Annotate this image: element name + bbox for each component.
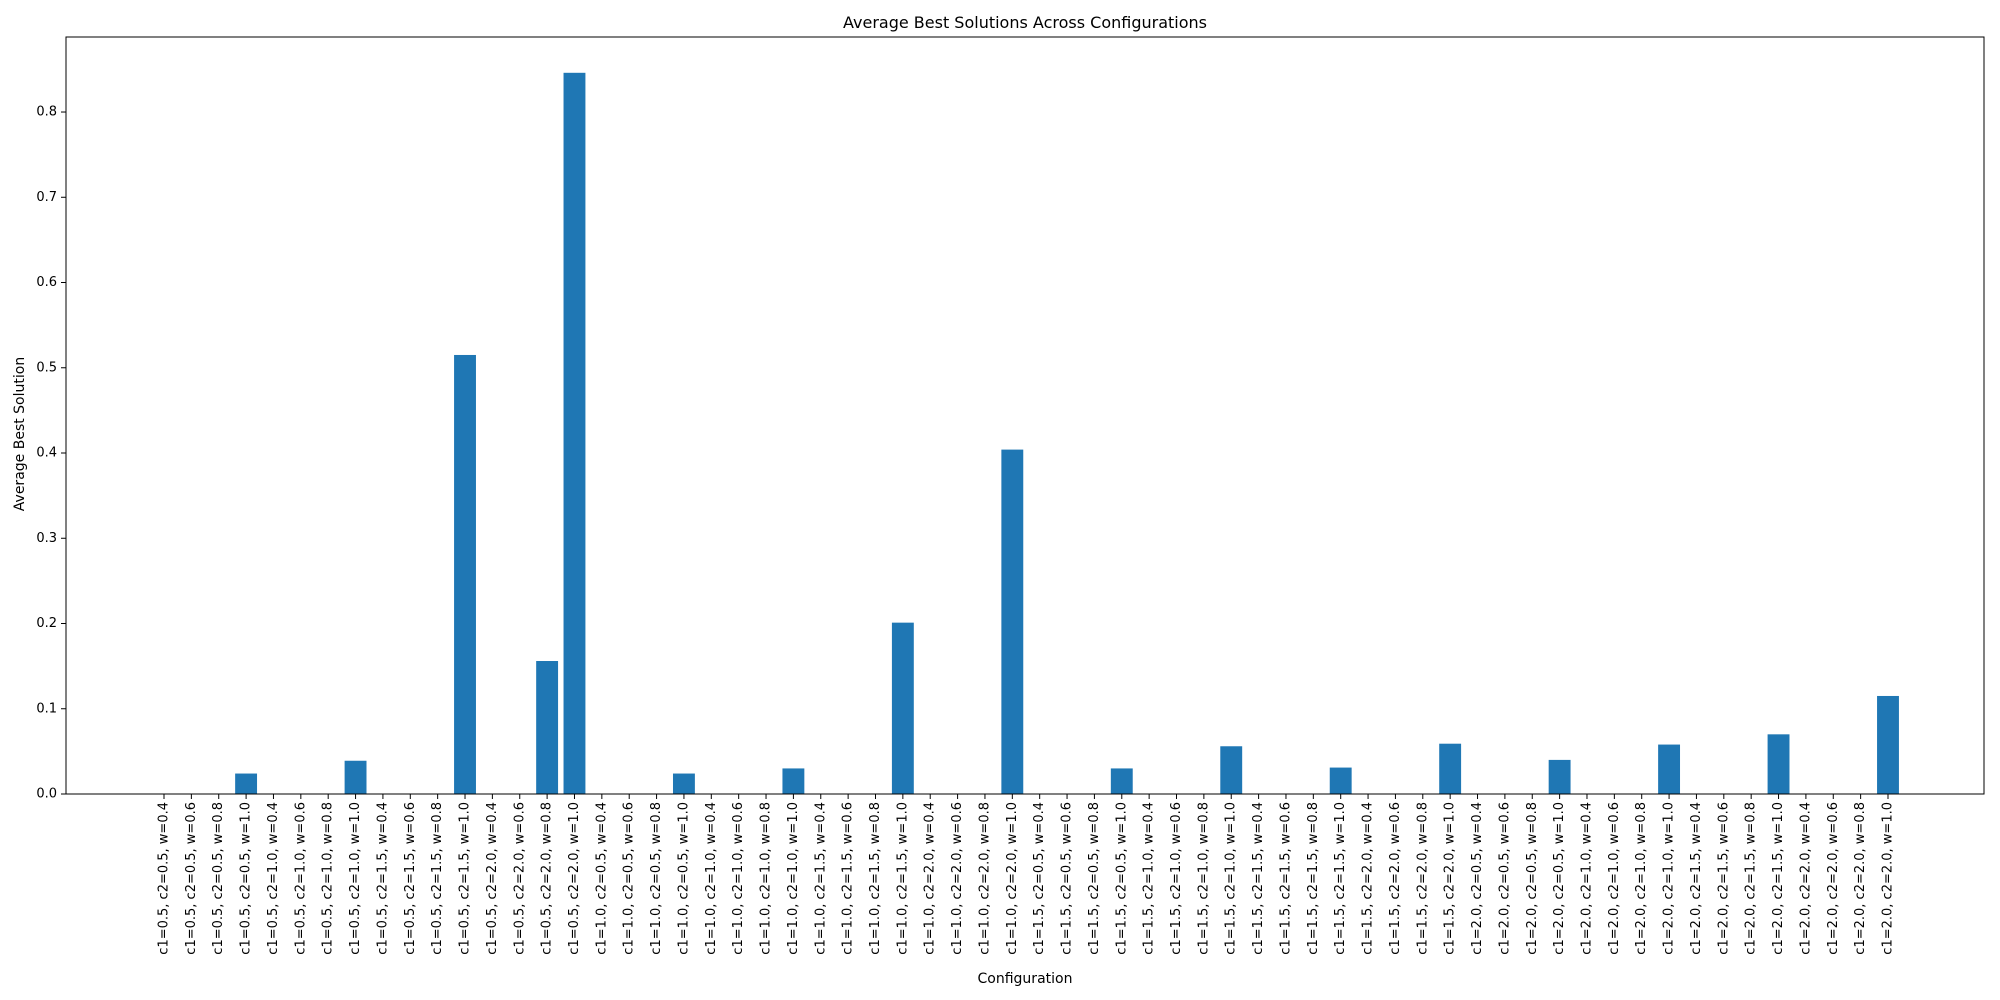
x-tick-label: c1=2.0, c2=1.0, w=0.8 [1634,802,1649,955]
x-tick-label: c1=0.5, c2=0.5, w=0.8 [211,802,226,955]
x-tick-label: c1=0.5, c2=1.5, w=0.6 [403,802,418,955]
x-tick-label: c1=0.5, c2=2.0, w=0.4 [485,802,500,955]
bar [782,768,805,794]
x-tick-label: c1=0.5, c2=0.5, w=0.6 [184,802,199,955]
bar [536,661,559,794]
y-tick-label: 0.5 [36,360,57,375]
y-tick-label: 0.3 [36,531,57,546]
bar [1658,744,1681,794]
bars-group [235,72,1899,795]
x-tick-label: c1=2.0, c2=0.5, w=0.4 [1470,802,1485,955]
chart-title: Average Best Solutions Across Configurat… [843,13,1207,32]
x-tick-label: c1=1.0, c2=1.5, w=0.4 [813,802,828,955]
x-tick-label: c1=1.0, c2=1.5, w=0.6 [841,802,856,955]
x-tick-label: c1=2.0, c2=1.0, w=1.0 [1662,802,1677,955]
x-tick-label: c1=1.5, c2=2.0, w=0.4 [1361,802,1376,955]
y-tick-label: 0.0 [36,787,57,802]
x-tick-label: c1=2.0, c2=0.5, w=0.6 [1497,802,1512,955]
y-axis: 0.0 0.1 0.2 0.3 0.4 0.5 0.6 0.7 0.8 [36,105,66,802]
x-tick-label: c1=2.0, c2=0.5, w=1.0 [1552,802,1567,955]
bar [891,622,914,794]
bar [1548,759,1571,794]
x-tick-label: c1=2.0, c2=1.0, w=0.4 [1579,802,1594,955]
bar [1001,449,1024,794]
x-tick-label: c1=0.5, c2=1.0, w=0.8 [321,802,336,955]
x-tick-label: c1=1.5, c2=0.5, w=0.4 [1032,802,1047,955]
bar [672,773,695,794]
x-tick-label: c1=2.0, c2=2.0, w=0.6 [1826,802,1841,955]
x-tick-label: c1=1.0, c2=1.0, w=0.6 [731,802,746,955]
x-tick-label: c1=1.5, c2=2.0, w=0.8 [1415,802,1430,955]
x-tick-label: c1=1.0, c2=1.5, w=0.8 [868,802,883,955]
x-tick-label: c1=1.0, c2=0.5, w=0.4 [594,802,609,955]
x-tick-label: c1=1.0, c2=2.0, w=1.0 [1005,802,1020,955]
x-tick-label: c1=1.0, c2=0.5, w=0.6 [622,802,637,955]
x-tick-label: c1=1.0, c2=1.5, w=1.0 [895,802,910,955]
x-tick-label: c1=1.0, c2=1.0, w=1.0 [786,802,801,955]
x-tick-label: c1=1.0, c2=0.5, w=1.0 [676,802,691,955]
x-tick-label: c1=2.0, c2=2.0, w=0.8 [1853,802,1868,955]
bar [235,773,258,794]
x-tick-label: c1=2.0, c2=2.0, w=1.0 [1881,802,1896,955]
x-tick-label: c1=1.5, c2=0.5, w=1.0 [1114,802,1129,955]
x-tick-label: c1=1.0, c2=2.0, w=0.4 [923,802,938,955]
x-tick-label: c1=2.0, c2=1.5, w=0.8 [1744,802,1759,955]
y-tick-label: 0.6 [36,275,57,290]
x-tick-label: c1=1.5, c2=1.0, w=0.4 [1142,802,1157,955]
bar [1877,695,1899,794]
y-axis-label: Average Best Solution [12,357,28,511]
x-tick-label: c1=1.5, c2=1.0, w=1.0 [1224,802,1239,955]
x-tick-label: c1=1.0, c2=2.0, w=0.8 [977,802,992,955]
bar [1220,746,1243,794]
x-tick-label: c1=1.5, c2=1.0, w=0.6 [1169,802,1184,955]
y-tick-label: 0.1 [36,701,57,716]
x-tick-label: c1=1.5, c2=1.5, w=0.8 [1306,802,1321,955]
x-tick-label: c1=0.5, c2=2.0, w=0.6 [512,802,527,955]
y-tick-label: 0.8 [36,105,57,120]
x-tick-label: c1=0.5, c2=1.5, w=1.0 [458,802,473,955]
x-tick-label: c1=2.0, c2=1.0, w=0.6 [1607,802,1622,955]
x-tick-label: c1=0.5, c2=1.5, w=0.8 [430,802,445,955]
y-tick-label: 0.4 [36,446,57,461]
x-tick-label: c1=2.0, c2=1.5, w=0.4 [1689,802,1704,955]
x-tick-label: c1=1.0, c2=1.0, w=0.4 [704,802,719,955]
x-tick-label: c1=0.5, c2=1.0, w=0.6 [293,802,308,955]
x-tick-label: c1=1.0, c2=1.0, w=0.8 [759,802,774,955]
plot-frame [65,36,1985,795]
x-tick-label: c1=1.5, c2=1.5, w=0.4 [1251,802,1266,955]
x-tick-label: c1=2.0, c2=1.5, w=0.6 [1716,802,1731,955]
x-tick-label: c1=1.5, c2=0.5, w=0.6 [1060,802,1075,955]
bar [1439,743,1462,794]
x-tick-label: c1=0.5, c2=0.5, w=0.4 [157,802,172,955]
x-tick-label: c1=1.0, c2=0.5, w=0.8 [649,802,664,955]
bar [1110,768,1133,794]
bar [344,760,367,794]
x-tick-label: c1=2.0, c2=1.5, w=1.0 [1771,802,1786,955]
x-tick-label: c1=1.5, c2=1.0, w=0.8 [1196,802,1211,955]
bar [1767,734,1790,794]
x-tick-label: c1=1.5, c2=1.5, w=1.0 [1333,802,1348,955]
x-tick-label: c1=2.0, c2=2.0, w=0.4 [1798,802,1813,955]
x-tick-label: c1=0.5, c2=1.0, w=0.4 [266,802,281,955]
x-tick-label: c1=0.5, c2=2.0, w=0.8 [540,802,555,955]
x-tick-label: c1=0.5, c2=1.5, w=0.4 [375,802,390,955]
x-tick-label: c1=0.5, c2=0.5, w=1.0 [239,802,254,955]
x-tick-label: c1=1.5, c2=2.0, w=1.0 [1443,802,1458,955]
x-axis-label: Configuration [978,971,1073,987]
bar [454,354,476,794]
x-tick-label: c1=1.5, c2=2.0, w=0.6 [1388,802,1403,955]
x-tick-label: c1=0.5, c2=1.0, w=1.0 [348,802,363,955]
x-tick-label: c1=1.5, c2=1.5, w=0.6 [1278,802,1293,955]
x-tick-label: c1=0.5, c2=2.0, w=1.0 [567,802,582,955]
x-axis: c1=0.5, c2=0.5, w=0.4 c1=0.5, c2=0.5, w=0… [157,794,1896,955]
x-tick-label: c1=2.0, c2=0.5, w=0.8 [1525,802,1540,955]
y-tick-label: 0.7 [36,190,57,205]
x-tick-label: c1=1.5, c2=0.5, w=0.8 [1087,802,1102,955]
bar [563,72,586,795]
bar [1329,767,1352,794]
x-tick-label: c1=1.0, c2=2.0, w=0.6 [950,802,965,955]
y-tick-label: 0.2 [36,616,57,631]
